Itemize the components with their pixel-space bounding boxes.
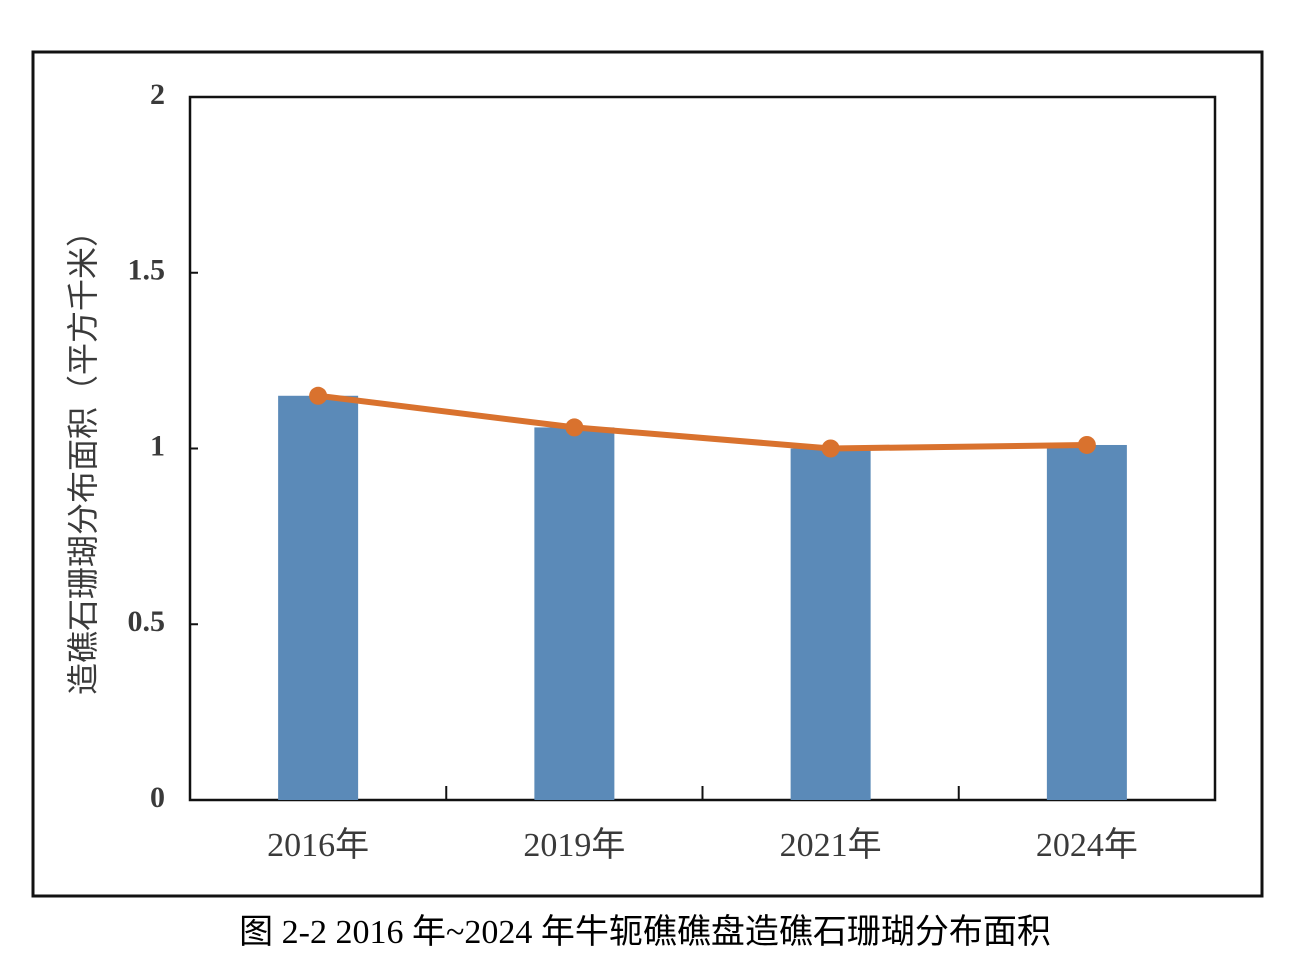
x-tick-label: 2024年 <box>1036 826 1138 864</box>
y-axis-label: 造礁石珊瑚分布面积（平方千米） <box>64 215 102 695</box>
x-tick-label: 2019年 <box>523 826 625 864</box>
y-tick-label: 0 <box>150 781 165 814</box>
line-point <box>1077 435 1096 454</box>
line-point <box>309 386 328 405</box>
y-tick-label: 1.5 <box>128 254 166 287</box>
y-tick-label: 0.5 <box>128 605 166 638</box>
caption: 图 2-2 2016 年~2024 年牛轭礁礁盘造礁石珊瑚分布面积 <box>239 913 1051 951</box>
y-tick-label: 1 <box>150 429 165 462</box>
line-point <box>565 418 584 437</box>
x-tick-label: 2016年 <box>267 826 369 864</box>
y-tick-label: 2 <box>150 78 165 111</box>
bar <box>790 448 871 800</box>
bar <box>534 427 615 800</box>
line <box>317 392 1087 452</box>
chart-frame <box>31 50 1264 898</box>
bar <box>1046 444 1127 800</box>
bar <box>278 395 359 800</box>
line-point <box>821 439 840 458</box>
x-tick-label: 2021年 <box>780 826 882 864</box>
